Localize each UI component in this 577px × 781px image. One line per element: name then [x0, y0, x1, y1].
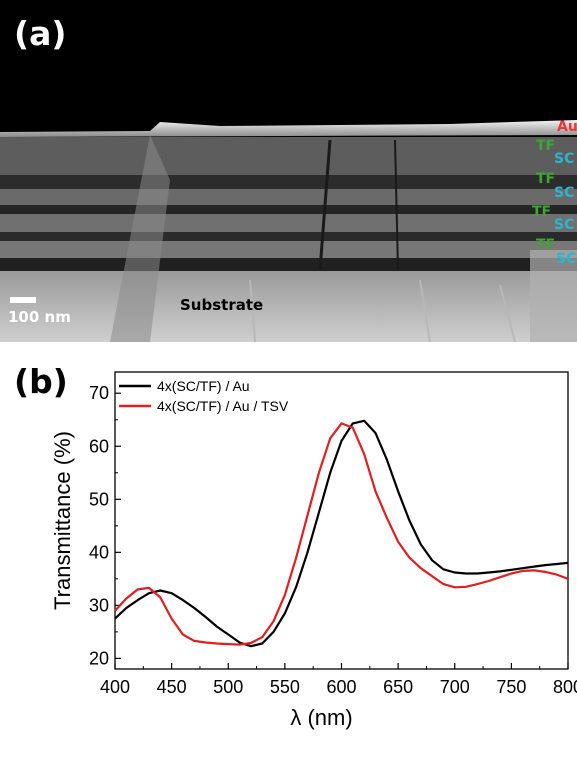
x-axis-label: λ (nm)	[290, 705, 352, 730]
y-axis-label: Transmittance (%)	[50, 431, 75, 610]
substrate-region	[0, 271, 577, 342]
transmittance-chart: 400 450 500 550 600 650 700 750 800 20 30 40 50 60 70 λ…	[50, 371, 577, 730]
legend-label-2: 4x(SC/TF) / Au / TSV	[157, 398, 289, 414]
y-tick-label: 40	[89, 542, 109, 562]
layer-label-tf-2: TF	[536, 171, 556, 187]
y-tick-label: 50	[89, 489, 109, 509]
panel-a-label: (a)	[14, 14, 67, 53]
legend-label-1: 4x(SC/TF) / Au	[157, 378, 250, 394]
layer-label-sc-2: SC	[554, 185, 575, 201]
x-tick-label: 600	[326, 677, 356, 697]
layer-label-au: Au	[557, 119, 577, 135]
substrate-label: Substrate	[180, 296, 264, 314]
x-tick-label: 650	[383, 677, 413, 697]
y-tick-label: 20	[89, 648, 109, 668]
x-tick-label: 550	[270, 677, 300, 697]
y-tick-label: 70	[89, 383, 109, 403]
plot-frame	[114, 371, 569, 670]
series-line-1	[114, 419, 569, 648]
panel-b-label: (b)	[14, 362, 68, 401]
layer-label-sc-1: SC	[554, 151, 575, 167]
x-tick-label: 800	[553, 677, 577, 697]
layer-label-tf-4: TF	[536, 237, 556, 253]
x-tick-label: 500	[213, 677, 243, 697]
layer-label-sc-3: SC	[554, 217, 575, 233]
y-tick-label: 30	[89, 595, 109, 615]
sem-micrograph	[0, 0, 577, 342]
layer-label-tf-3: TF	[532, 204, 552, 220]
x-tick-label: 450	[157, 677, 187, 697]
scale-bar	[10, 297, 36, 303]
series-line-2	[114, 422, 569, 646]
layer-label-tf-1: TF	[536, 138, 556, 154]
sem-panel: (a) 100 nm Substrate Au TF SC TF SC TF S…	[0, 0, 577, 342]
au-top-layer	[0, 120, 577, 137]
layer-label-sc-4: SC	[556, 251, 577, 267]
x-tick-label: 700	[440, 677, 470, 697]
y-tick-label: 60	[89, 436, 109, 456]
scale-bar-label: 100 nm	[8, 308, 71, 326]
x-tick-label: 400	[100, 677, 130, 697]
x-tick-label: 750	[496, 677, 526, 697]
